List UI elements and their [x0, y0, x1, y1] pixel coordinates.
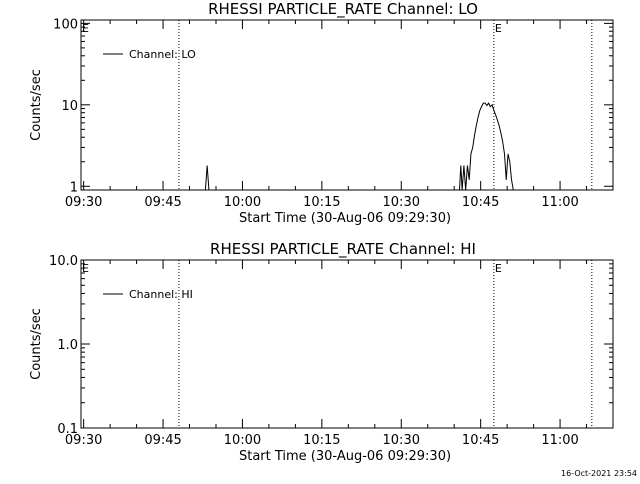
marker-label: E — [82, 22, 89, 35]
x-tick-label: 10:15 — [303, 433, 340, 448]
x-tick-label: 10:15 — [303, 195, 340, 210]
marker-label: E — [495, 22, 502, 35]
x-axis-title: Start Time (30-Aug-06 09:29:30) — [239, 449, 451, 464]
plot-frame — [81, 260, 613, 428]
x-tick-label: 09:45 — [144, 433, 181, 448]
marker-label: E — [495, 262, 502, 275]
x-tick-label: 10:00 — [224, 433, 261, 448]
x-tick-label: 09:30 — [65, 195, 102, 210]
x-tick-label: 10:30 — [383, 433, 420, 448]
x-axis-title: Start Time (30-Aug-06 09:29:30) — [239, 211, 451, 226]
chart-title: RHESSI PARTICLE_RATE Channel: HI — [210, 240, 476, 259]
plot-frame — [81, 20, 613, 190]
x-tick-label: 11:00 — [541, 195, 578, 210]
legend-entry: Channel: LO — [129, 48, 196, 61]
y-axis-title: Counts/sec — [29, 308, 44, 380]
footer-timestamp: 16-Oct-2021 23:54 — [561, 469, 637, 478]
y-tick-label: 10.0 — [49, 254, 78, 269]
x-tick-label: 09:45 — [144, 195, 181, 210]
chart-panel-1: RHESSI PARTICLE_RATE Channel: LO 09:30 09:… — [29, 0, 613, 226]
y-tick-label: 1 — [70, 180, 78, 195]
series-line — [205, 103, 513, 190]
y-tick-label: 100 — [53, 17, 78, 32]
x-tick-label: 10:45 — [462, 195, 499, 210]
y-tick-label: 1.0 — [57, 338, 78, 353]
y-tick-label: 0.1 — [57, 422, 78, 437]
x-tick-label: 10:00 — [224, 195, 261, 210]
y-tick-label: 10 — [61, 99, 78, 114]
marker-label: E — [82, 262, 89, 275]
x-tick-label: 11:00 — [541, 433, 578, 448]
x-tick-label: 10:45 — [462, 433, 499, 448]
legend-entry: Channel: HI — [129, 288, 193, 301]
y-axis-title: Counts/sec — [29, 69, 44, 141]
x-tick-label: 10:30 — [383, 195, 420, 210]
chart-title: RHESSI PARTICLE_RATE Channel: LO — [208, 0, 478, 19]
